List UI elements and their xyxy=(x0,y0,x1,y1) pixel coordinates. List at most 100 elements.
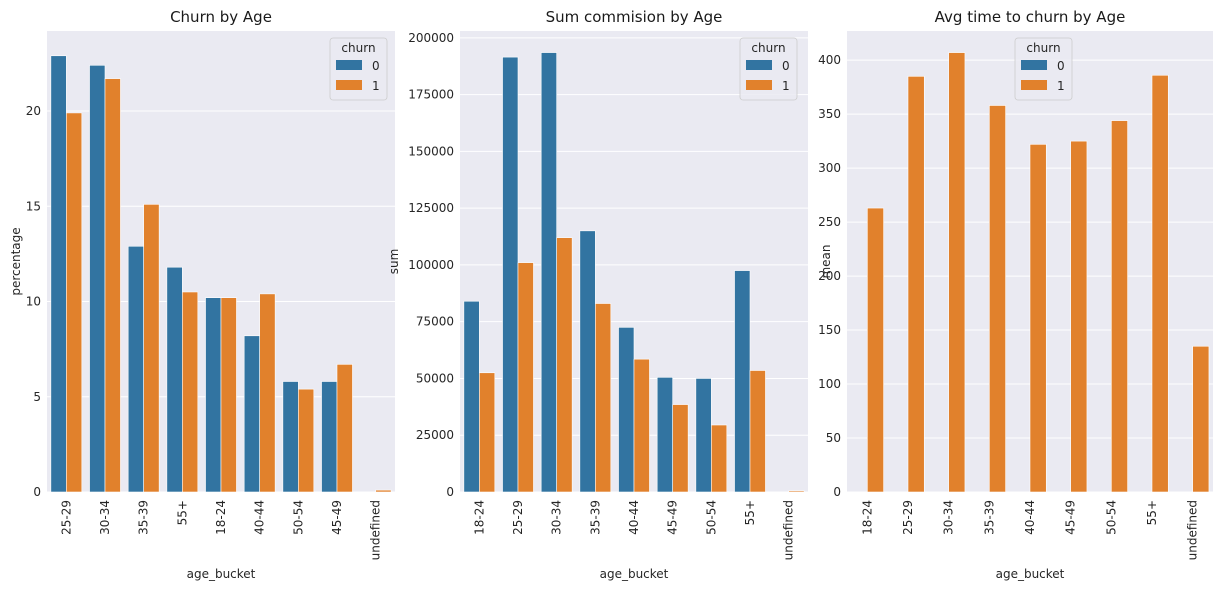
bar-churn-1-25-29 xyxy=(517,262,534,493)
x-tick-label: undefined xyxy=(1186,500,1200,560)
chart-title: Churn by Age xyxy=(170,8,272,26)
x-tick-label: 45-49 xyxy=(330,500,344,535)
x-tick-label: 45-49 xyxy=(1064,500,1078,535)
legend: churn 0 1 xyxy=(329,37,388,101)
legend-swatch-1 xyxy=(336,80,362,90)
bar-churn-1-40-44 xyxy=(1029,144,1047,493)
x-tick-label: 35-39 xyxy=(982,500,996,535)
legend-label-0: 0 xyxy=(372,59,380,73)
bar-churn-1-45-49 xyxy=(336,364,353,493)
y-tick-label: 175000 xyxy=(408,88,454,102)
x-axis-label: age_bucket xyxy=(996,567,1065,581)
y-tick-label: 50000 xyxy=(416,371,454,385)
y-tick-label: 350 xyxy=(818,107,841,121)
bar-churn-0-45-49 xyxy=(321,381,338,493)
y-tick-label: 0 xyxy=(33,485,41,499)
y-tick-label: 0 xyxy=(833,485,841,499)
bar-churn-0-25-29 xyxy=(50,55,67,493)
bar-churn-1-30-34 xyxy=(556,237,573,493)
x-tick-label: 40-44 xyxy=(627,500,641,535)
y-tick-label: 50 xyxy=(826,431,841,445)
bar-churn-1-18-24 xyxy=(867,207,884,493)
bar-churn-1-undefined xyxy=(375,489,392,493)
y-tick-label: 200000 xyxy=(408,31,454,45)
x-tick-label: 35-39 xyxy=(137,500,151,535)
bar-churn-1-undefined xyxy=(1192,345,1210,493)
x-tick-label: 50-54 xyxy=(1104,500,1118,535)
bar-churn-1-18-24 xyxy=(220,297,237,493)
legend-label-1: 1 xyxy=(372,79,380,93)
y-tick-label: 15 xyxy=(26,199,41,213)
bar-churn-1-40-44 xyxy=(259,293,276,493)
bar-churn-0-55+ xyxy=(734,270,751,493)
x-tick-label: 55+ xyxy=(175,500,189,525)
y-tick-label: 5 xyxy=(33,390,41,404)
y-tick-label: 25000 xyxy=(416,428,454,442)
y-tick-label: 100 xyxy=(818,377,841,391)
bar-churn-0-45-49 xyxy=(656,377,673,493)
x-tick-label: 30-34 xyxy=(550,500,564,535)
bar-churn-0-55+ xyxy=(166,266,183,493)
bar-churn-1-30-34 xyxy=(104,78,121,493)
chart-title: Sum commision by Age xyxy=(546,8,723,26)
x-tick-label: 25-29 xyxy=(59,500,73,535)
x-tick-label: 40-44 xyxy=(1023,500,1037,535)
legend: churn 0 1 xyxy=(1014,37,1073,101)
x-tick-label: 18-24 xyxy=(472,500,486,535)
x-tick-label: 50-54 xyxy=(704,500,718,535)
bar-churn-1-55+ xyxy=(1151,74,1169,493)
bar-churn-0-35-39 xyxy=(127,245,144,493)
legend: churn 0 1 xyxy=(739,37,798,101)
x-tick-label: 55+ xyxy=(1145,500,1159,525)
y-tick-label: 100000 xyxy=(408,258,454,272)
y-tick-label: 200 xyxy=(818,269,841,283)
bar-churn-1-35-39 xyxy=(595,303,612,493)
bar-churn-1-50-54 xyxy=(711,424,728,493)
bar-churn-0-30-34 xyxy=(89,64,106,493)
bar-churn-1-50-54 xyxy=(298,388,315,493)
bar-churn-0-18-24 xyxy=(463,300,480,493)
y-tick-label: 400 xyxy=(818,53,841,67)
y-axis-label: sum xyxy=(387,249,401,275)
bar-churn-1-40-44 xyxy=(633,358,650,493)
legend-label-0: 0 xyxy=(782,59,790,73)
x-tick-label: undefined xyxy=(369,500,383,560)
x-tick-label: 25-29 xyxy=(511,500,525,535)
x-axis-label: age_bucket xyxy=(600,567,669,581)
x-tick-label: 45-49 xyxy=(666,500,680,535)
x-tick-label: 18-24 xyxy=(860,500,874,535)
y-tick-label: 10 xyxy=(26,295,41,309)
y-tick-label: 150000 xyxy=(408,144,454,158)
y-axis-label: percentage xyxy=(9,227,23,295)
bar-churn-1-45-49 xyxy=(1070,140,1088,493)
x-tick-label: undefined xyxy=(782,500,796,560)
legend-label-1: 1 xyxy=(1057,79,1065,93)
bar-churn-0-25-29 xyxy=(502,56,519,493)
bar-churn-1-35-39 xyxy=(989,105,1006,493)
y-tick-label: 300 xyxy=(818,161,841,175)
bar-churn-0-35-39 xyxy=(579,230,596,493)
bar-churn-0-50-54 xyxy=(695,378,712,493)
x-tick-label: 55+ xyxy=(743,500,757,525)
x-tick-label: 30-34 xyxy=(98,500,112,535)
bar-churn-0-40-44 xyxy=(618,327,635,493)
chart-title: Avg time to churn by Age xyxy=(935,8,1126,26)
legend-swatch-1 xyxy=(1021,80,1047,90)
bar-churn-1-50-54 xyxy=(1111,120,1128,493)
bar-churn-0-18-24 xyxy=(205,297,222,493)
x-tick-label: 25-29 xyxy=(901,500,915,535)
bar-churn-1-35-39 xyxy=(143,204,160,493)
legend-label-0: 0 xyxy=(1057,59,1065,73)
bar-churn-0-40-44 xyxy=(243,335,260,493)
x-tick-label: 35-39 xyxy=(588,500,602,535)
chart-panel-3: 0 50 100 150 200 250 300 350 400 18-24 25-29 30-34 3… xyxy=(818,8,1213,581)
bar-churn-0-50-54 xyxy=(282,381,299,493)
legend-swatch-1 xyxy=(746,80,772,90)
bar-churn-1-25-29 xyxy=(907,76,925,493)
y-tick-label: 125000 xyxy=(408,201,454,215)
x-tick-label: 30-34 xyxy=(942,500,956,535)
x-tick-label: 40-44 xyxy=(253,500,267,535)
bar-churn-1-undefined xyxy=(788,490,805,493)
y-axis-label: mean xyxy=(819,244,833,278)
